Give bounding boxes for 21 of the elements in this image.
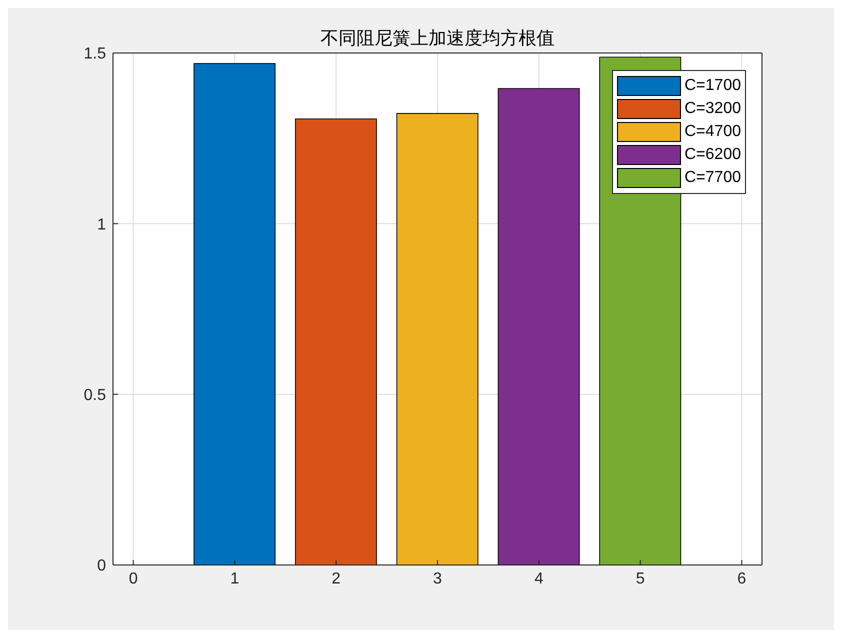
bar bbox=[498, 88, 580, 565]
x-tick-label: 0 bbox=[128, 570, 138, 588]
bar bbox=[294, 118, 377, 565]
x-tick-label: 3 bbox=[433, 570, 442, 588]
bar bbox=[194, 63, 276, 565]
legend-label: C=1700 bbox=[684, 76, 741, 96]
legend-label: C=3200 bbox=[684, 99, 741, 119]
legend-label: C=4700 bbox=[684, 122, 741, 142]
chart-title: 不同阻尼簧上加速度均方根值 bbox=[320, 27, 556, 50]
bar bbox=[396, 113, 478, 565]
y-tick-label: 0.5 bbox=[84, 387, 106, 404]
legend-label: C=6200 bbox=[684, 145, 741, 165]
x-tick-label: 2 bbox=[332, 570, 341, 588]
y-tick-label: 0 bbox=[97, 558, 106, 575]
legend-label: C=7700 bbox=[684, 168, 741, 188]
y-tick-label: 1.5 bbox=[84, 46, 106, 63]
y-tick-label: 1 bbox=[97, 216, 106, 234]
x-tick-label: 5 bbox=[636, 570, 645, 588]
x-tick-label: 1 bbox=[230, 570, 240, 588]
x-tick-label: 6 bbox=[737, 570, 746, 588]
x-tick-label: 4 bbox=[534, 570, 544, 588]
